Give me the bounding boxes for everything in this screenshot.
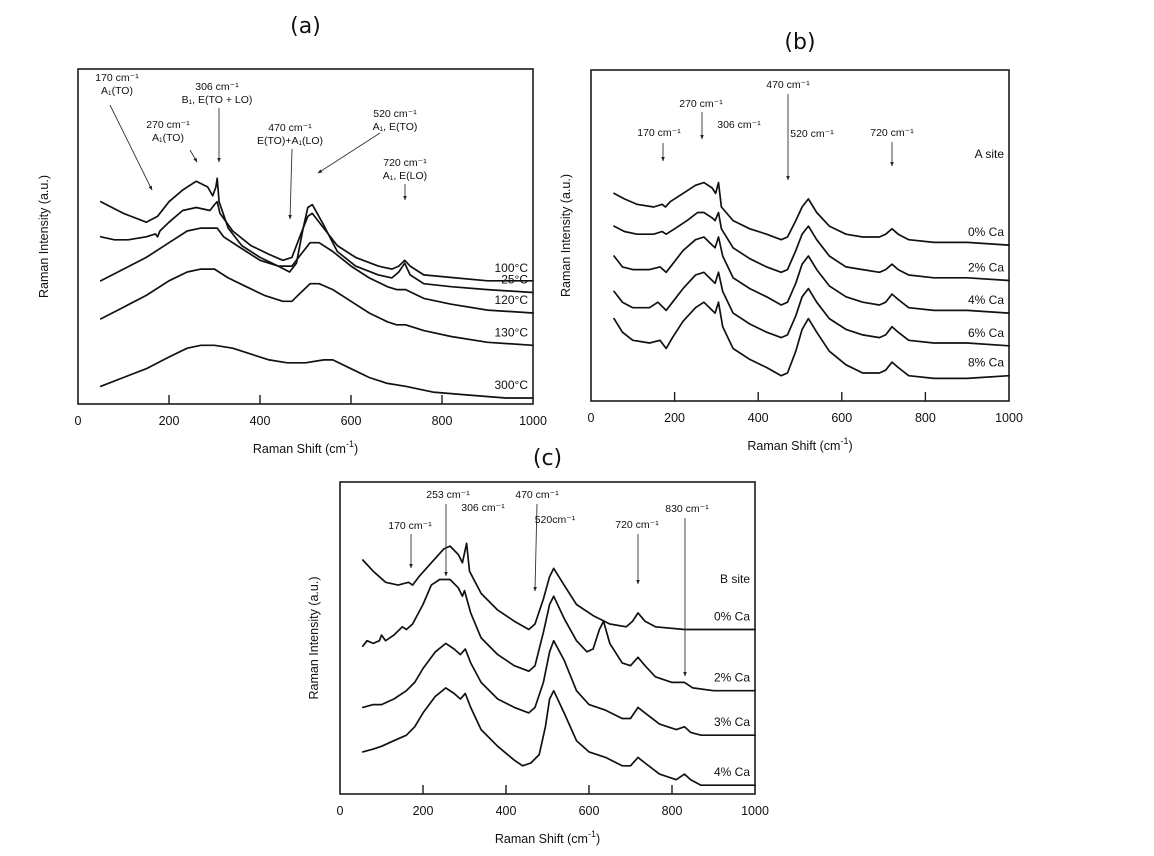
x-tick-label: 600	[341, 414, 362, 428]
x-tick-label: 600	[579, 804, 600, 818]
x-tick-label: 400	[496, 804, 517, 818]
x-tick-label: 1000	[741, 804, 769, 818]
peak-annotation: 470 cm⁻¹	[515, 489, 559, 501]
panel-title: (a)	[290, 14, 321, 39]
series-line-25-c	[99, 177, 534, 294]
x-tick-label: 0	[75, 414, 82, 428]
series-line-0-ca	[361, 542, 756, 631]
peak-annotation: 306 cm⁻¹	[717, 119, 761, 131]
series-line-300-c	[99, 344, 534, 399]
peak-annotation: 170 cm⁻¹	[388, 520, 432, 532]
series-label: 100°C	[495, 261, 529, 275]
peak-annotation: 253 cm⁻¹	[426, 489, 470, 501]
x-tick-label: 600	[831, 411, 852, 425]
x-tick-label: 200	[159, 414, 180, 428]
annotation-arrow	[288, 148, 293, 220]
panel-title: (c)	[533, 446, 562, 471]
series-line-6-ca	[613, 271, 1010, 347]
series-label: 0% Ca	[714, 610, 750, 624]
peak-annotation: 470 cm⁻¹ E(TO)+A₁(LO)	[257, 122, 323, 147]
series-line-3-ca	[361, 639, 756, 737]
peak-annotation: 720 cm⁻¹	[870, 127, 914, 139]
peak-annotation: 720 cm⁻¹ A₁, E(LO)	[383, 157, 427, 182]
series-line-2-ca	[613, 211, 1010, 282]
x-tick-label: 800	[915, 411, 936, 425]
x-axis-label: Raman Shift (cm-1)	[253, 439, 358, 456]
plot-frame	[77, 68, 534, 405]
x-tick-label: 1000	[995, 411, 1023, 425]
series-line-8-ca	[613, 301, 1010, 380]
series-line-4-ca	[613, 236, 1010, 314]
legend-title: B site	[720, 572, 750, 586]
panel-a: (a) 0 200 400 600 800 1000 Raman Shift (cm-1) Ra…	[37, 14, 547, 456]
panel-b: (b) 0 200 400 600 800 1000 Raman Shift (cm-1) Ra…	[559, 30, 1023, 453]
series-label: 300°C	[495, 378, 529, 392]
series-label: 130°C	[495, 325, 529, 339]
series-line-4-ca	[361, 687, 756, 787]
panel-c: (c) 0 200 400 600 800 1000 Raman Shift (cm-1) Ra…	[307, 446, 769, 846]
annotation-arrow	[317, 132, 381, 174]
peak-annotation: 520 cm⁻¹ A₁, E(TO)	[373, 108, 418, 133]
peak-annotation: 270 cm⁻¹	[679, 98, 723, 110]
series-label: 6% Ca	[968, 326, 1004, 340]
series-label: 120°C	[495, 293, 529, 307]
y-axis-label: Raman Intensity (a.u.)	[37, 175, 51, 298]
series-line-0-ca	[613, 181, 1010, 246]
peak-annotation: 170 cm⁻¹	[637, 127, 681, 139]
peak-annotation: 830 cm⁻¹	[665, 503, 709, 515]
series-label: 3% Ca	[714, 715, 750, 729]
x-tick-label: 400	[250, 414, 271, 428]
x-tick-label: 800	[662, 804, 683, 818]
peak-annotation: 520 cm⁻¹	[790, 128, 834, 140]
annotation-arrow	[109, 104, 153, 191]
y-axis-label: Raman Intensity (a.u.)	[307, 577, 321, 700]
x-tick-label: 400	[748, 411, 769, 425]
x-axis-label: Raman Shift (cm-1)	[495, 829, 600, 846]
series-line-120-c	[99, 227, 534, 314]
peak-annotation: 270 cm⁻¹ A₁(TO)	[146, 119, 190, 144]
peak-annotation: 306 cm⁻¹	[461, 502, 505, 514]
series-line-130-c	[99, 268, 534, 347]
series-line-100-c	[99, 200, 534, 282]
series-label: 2% Ca	[968, 260, 1004, 274]
peak-annotation: 520cm⁻¹	[535, 514, 576, 526]
x-tick-label: 800	[432, 414, 453, 428]
peak-annotation: 470 cm⁻¹	[766, 79, 810, 91]
series-label: 0% Ca	[968, 225, 1004, 239]
x-tick-label: 0	[337, 804, 344, 818]
plot-frame	[590, 69, 1010, 402]
series-label: 25°C	[501, 273, 528, 287]
peak-annotation: 306 cm⁻¹ B₁, E(TO + LO)	[182, 81, 253, 106]
x-tick-label: 200	[664, 411, 685, 425]
peak-annotation: 170 cm⁻¹ A₁(TO)	[95, 72, 139, 97]
series-label: 4% Ca	[714, 765, 750, 779]
y-axis-label: Raman Intensity (a.u.)	[559, 174, 573, 297]
annotation-arrow	[189, 149, 198, 163]
series-label: 8% Ca	[968, 356, 1004, 370]
peak-annotation: 720 cm⁻¹	[615, 519, 659, 531]
legend-title: A site	[975, 147, 1005, 161]
series-line-2-ca	[361, 578, 756, 692]
series-label: 4% Ca	[968, 293, 1004, 307]
x-tick-label: 200	[413, 804, 434, 818]
annotation-arrow	[533, 503, 538, 592]
x-axis-label: Raman Shift (cm-1)	[747, 436, 852, 453]
panel-title: (b)	[784, 30, 815, 55]
x-tick-label: 0	[588, 411, 595, 425]
x-tick-label: 1000	[519, 414, 547, 428]
series-label: 2% Ca	[714, 671, 750, 685]
plot-frame	[339, 481, 756, 795]
